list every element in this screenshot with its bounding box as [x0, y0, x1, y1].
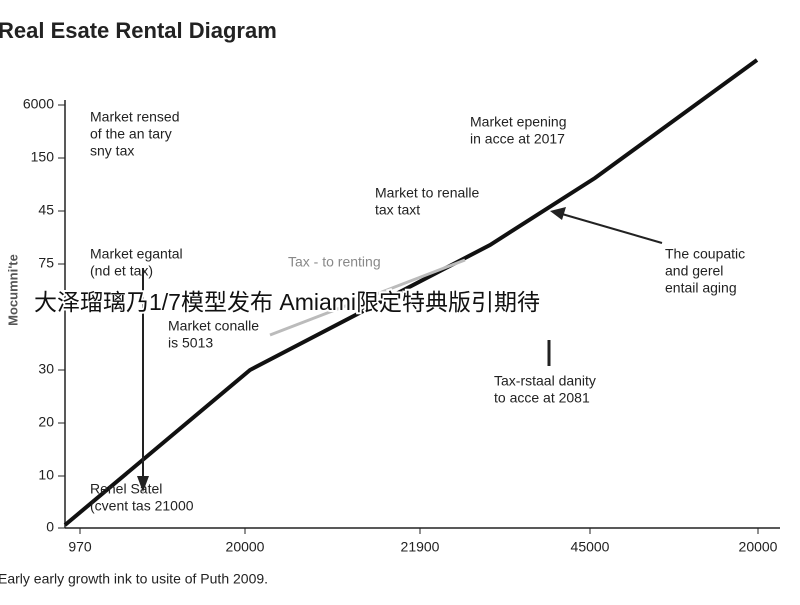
annotation: entail aging: [665, 280, 737, 296]
annotation: (cvent tas 21000: [90, 498, 194, 514]
annotation: to acce at 2081: [494, 390, 590, 406]
annotation: Tax-rstaal danity: [494, 373, 596, 389]
arrow: [561, 213, 663, 244]
annotation: in acce at 2017: [470, 131, 565, 147]
annotation: Market to renalle: [375, 185, 479, 201]
annotation: Market egantal: [90, 246, 183, 262]
annotation: Market rensed: [90, 109, 179, 125]
y-tick-label: 0: [46, 519, 54, 535]
x-tick-label: 20000: [739, 539, 778, 555]
arrow-head: [550, 207, 566, 220]
title: Real Esate Rental Diagram: [0, 18, 277, 43]
annotation: and gerel: [665, 263, 723, 279]
x-tick-label: 20000: [226, 539, 265, 555]
y-tick-label: 20: [38, 414, 54, 430]
annotation: tax taxt: [375, 202, 420, 218]
y-tick-label: 30: [38, 361, 54, 377]
annotation: sny tax: [90, 143, 134, 159]
annotation: Tax - to renting: [288, 254, 381, 270]
caption: Early early growth ink to usite of Puth …: [0, 571, 268, 587]
x-tick-label: 45000: [571, 539, 610, 555]
y-tick-label: 75: [38, 255, 54, 271]
annotation: Renel Satel: [90, 481, 162, 497]
annotation: The coupatic: [665, 246, 745, 262]
y-tick-label: 45: [38, 202, 54, 218]
annotation: (nd et tax): [90, 263, 153, 279]
x-tick-label: 970: [68, 539, 92, 555]
arrow-head: [137, 476, 149, 492]
x-tick-label: 21900: [401, 539, 440, 555]
annotation: Market epening: [470, 114, 567, 130]
annotation: of the an tary: [90, 126, 172, 142]
y-tick-label: 6000: [23, 96, 54, 112]
trend-line: [63, 58, 759, 527]
y-tick-label: 10: [38, 467, 54, 483]
overlay-text: 大泽瑠璃乃1/7模型发布 Amiami限定特典版引期待: [34, 289, 540, 315]
y-tick-label: 150: [31, 149, 55, 165]
annotation: is 5013: [168, 335, 213, 351]
grey-line: [269, 258, 466, 337]
y-axis-label: Mocumni'te: [5, 254, 20, 326]
annotation: Market conalle: [168, 318, 259, 334]
